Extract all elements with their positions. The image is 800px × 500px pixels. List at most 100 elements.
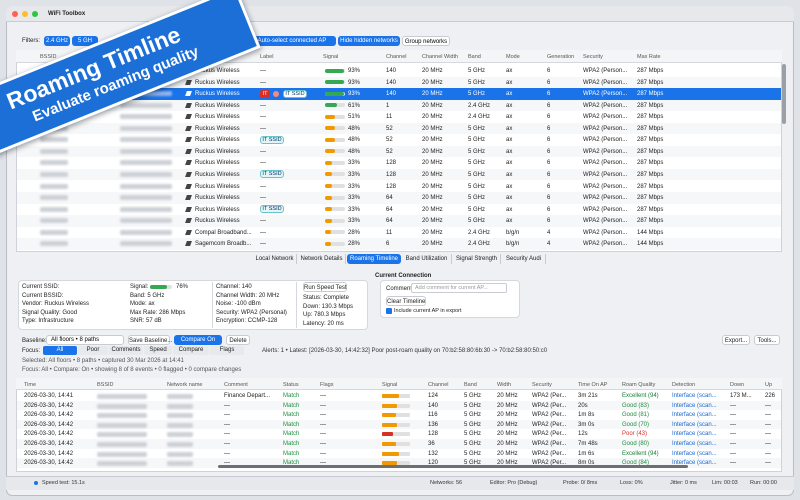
window-control[interactable] [22,11,28,17]
max-rate: 287 Mbps [637,137,664,144]
time: 2026-03-30, 14:42 [24,450,74,457]
filter-toggle[interactable]: Auto-select connected AP [248,36,336,46]
filter-button[interactable]: 5 GH [72,36,98,46]
generation: 6 [547,171,551,178]
baseline-select[interactable]: All floors • 8 paths [46,335,124,345]
label-tag: IT SSID [260,170,284,179]
signal-track [382,432,410,437]
tab[interactable]: Signal Strength [453,254,501,264]
tab[interactable]: Network Details [298,254,346,264]
focus-button[interactable]: Poor [78,346,108,355]
speed-test-button[interactable]: Run Speed Test [303,282,347,292]
signal-track [325,172,345,177]
security: WPA2 (Person... [583,114,628,121]
up: — [765,441,771,447]
width: 20 MHz [497,431,518,438]
network-row[interactable] [17,192,781,204]
tab[interactable]: Band Utilization [402,254,452,264]
max-rate: 287 Mbps [637,125,664,132]
window-control[interactable] [32,11,38,17]
signal-track [382,413,410,418]
network-row[interactable] [17,168,781,181]
network-row[interactable] [17,76,781,89]
export-button[interactable]: Export... [722,335,750,345]
flags: — [320,402,326,409]
time: 2026-03-30, 14:41 [24,393,74,399]
width: 20 MHz [422,160,443,167]
window-control[interactable] [12,11,18,17]
signal-value: 33% [348,218,361,225]
detection: Interface (scan... [672,402,717,409]
blurred-bssid [120,195,172,201]
comment-input[interactable]: Add comment for current AP... [411,283,507,293]
band: 5 GHz [468,218,486,225]
focus-button[interactable]: All [43,346,77,355]
save-baseline-button[interactable]: Save Baseline... [128,335,172,345]
mode: b/g/n [506,241,520,248]
status: Match [283,450,300,457]
tab[interactable]: Roaming Timeline [347,254,401,264]
signal-value: 33% [348,171,361,178]
time-on-ap: 8m 0s [578,460,595,467]
channel: 128 [386,183,397,190]
speed-detail: Latency: 20 ms [303,320,344,327]
filter-toggle[interactable]: Hide hidden networks [338,36,400,46]
label: — [260,68,266,74]
max-rate: 287 Mbps [637,206,664,213]
checkbox[interactable] [386,308,392,314]
focus-button[interactable]: Flags [210,346,244,355]
detection: Interface (scan... [672,441,717,447]
vendor: Ruckus Wireless [195,183,240,190]
flags: — [320,431,326,438]
band: 5 GHz [464,431,482,438]
band: 5 GHz [468,206,486,213]
signal-value: 33% [348,160,361,167]
speed-detail: Status: Complete [303,295,350,301]
channel: 64 [386,218,393,225]
blurred-ssid [40,183,68,189]
clear-timeline-button[interactable]: Clear Timeline [386,296,426,306]
comment: — [224,412,230,419]
comment: — [224,431,230,438]
blurred-bssid [97,451,147,457]
focus-button[interactable]: Compare [173,346,209,355]
label: — [260,125,266,132]
filter-button[interactable]: 2.4 GHz [44,36,70,46]
detail: Current SSID: [22,284,60,290]
delete-button[interactable]: Delete [226,335,250,345]
network-row[interactable] [17,122,781,135]
detail: Encryption: CCMP-128 [216,318,278,324]
network-row[interactable] [17,99,781,112]
tab[interactable]: Local Network [253,254,297,264]
network-row[interactable] [17,145,781,158]
signal-bar [325,103,338,108]
blurred-bssid [97,422,147,428]
status-bar [6,476,794,490]
connection-title: Current Connection [375,273,432,279]
max-rate: 287 Mbps [637,79,664,86]
network-row[interactable] [17,238,781,250]
mode: ax [506,91,513,98]
blurred-bssid [97,403,147,409]
status: Match [283,431,300,438]
detail: Noise: -100 dBm [216,301,261,307]
signal-track [325,184,345,188]
width: 20 MHz [422,102,443,109]
time: 2026-03-30, 14:42 [24,460,74,467]
tab[interactable]: Security Audi [502,254,546,264]
width: 20 MHz [497,460,518,467]
vendor: Ruckus Wireless [195,68,240,74]
network-row[interactable] [17,88,781,100]
focus-button[interactable]: Comments [109,346,143,355]
network-row[interactable] [17,215,781,227]
signal-bar [382,461,398,466]
max-rate: 287 Mbps [637,148,664,155]
mode: ax [506,68,513,74]
tools-button[interactable]: Tools... [754,335,780,345]
down: — [730,441,736,447]
compare-button[interactable]: Compare On [174,335,222,345]
focus-button[interactable]: Speed [144,346,172,355]
titlebar [6,6,794,22]
mode: ax [506,79,513,86]
filter-toggle[interactable]: Group networks [402,36,450,46]
